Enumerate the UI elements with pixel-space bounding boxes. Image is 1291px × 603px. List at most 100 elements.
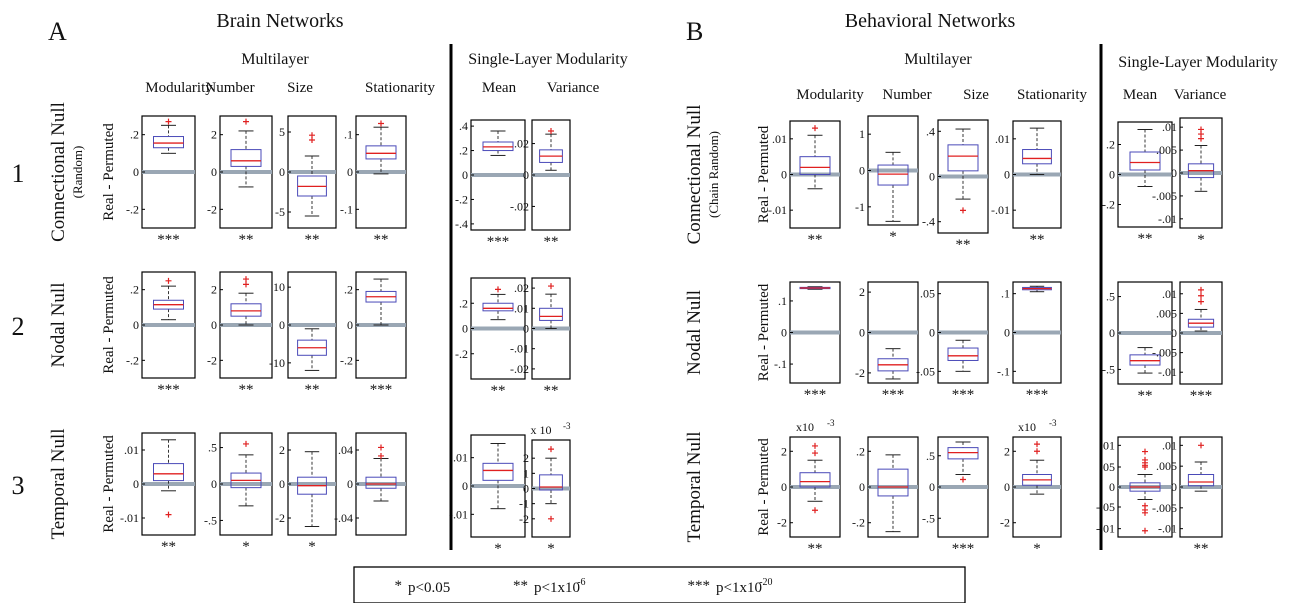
y-tick-label: 2 xyxy=(211,128,217,142)
y-tick-label: -.2 xyxy=(126,353,139,367)
boxplot-number: .2 0 -.2 xyxy=(852,436,919,538)
outlier-marker xyxy=(812,507,818,514)
y-tick-label: -2 xyxy=(207,353,217,367)
y-tick-label: .2 xyxy=(130,128,139,142)
y-tick-label: -2 xyxy=(275,511,285,525)
outlier-marker xyxy=(548,283,554,290)
boxplot-stationarity: .2 0 -.2 *** xyxy=(340,271,407,398)
y-tick-label: .01 xyxy=(1162,438,1177,452)
significance-stars: *** xyxy=(1026,387,1049,403)
y-tick-label: 0 xyxy=(211,477,217,491)
iqr-box xyxy=(230,303,262,317)
row-2: Nodal Null Real - Permuted .1 0 -.1 *** 2 0 -2 **… xyxy=(684,281,1223,404)
significance-stars: * xyxy=(242,539,250,555)
column-label-mean: Mean xyxy=(482,80,517,96)
column-label-size: Size xyxy=(287,80,313,96)
significance-stars: ** xyxy=(1138,388,1153,404)
row-label: Connectional Null xyxy=(48,102,69,242)
y-axis-label: Real - Permuted xyxy=(756,125,772,223)
figure-headers: A Brain Networks Multilayer Single-Layer… xyxy=(48,10,1278,71)
iqr-box xyxy=(1187,474,1215,487)
significance-stars: ** xyxy=(1194,541,1209,557)
y-tick-label: 0 xyxy=(1109,480,1115,494)
significance-stars: * xyxy=(1033,541,1041,557)
column-label-stationarity: Stationarity xyxy=(1017,87,1087,103)
outlier-marker xyxy=(1034,448,1040,455)
y-tick-label: 2 xyxy=(1004,444,1010,458)
axis-exponent: x10 xyxy=(796,420,814,434)
axis-exponent-sup: -3 xyxy=(827,418,835,428)
boxplot-variance: .01 .005 0 -.005 -.01 ** xyxy=(1152,436,1223,557)
row-number: 1 xyxy=(12,159,25,188)
y-tick-label: .1 xyxy=(344,128,353,142)
boxplot-size: 2 0 -2 * xyxy=(275,432,337,555)
y-tick-label: -.2 xyxy=(455,192,468,206)
row-3: 3 Temporal Null Real - Permuted .010-.01**.… xyxy=(12,421,571,557)
significance-stars: ** xyxy=(1030,232,1045,248)
outlier-marker xyxy=(378,120,384,127)
outlier-marker xyxy=(812,442,818,449)
boxplot-stationarity: .01 0 -.01 ** xyxy=(991,120,1062,248)
outlier-marker xyxy=(495,286,501,293)
y-tick-label: 0 xyxy=(781,168,787,182)
significance-stars: ** xyxy=(239,382,254,398)
row-sublabel: (Chain Random) xyxy=(706,131,721,218)
outlier-marker xyxy=(243,276,249,283)
row-sublabel: (Random) xyxy=(70,146,85,199)
y-tick-label: 0 xyxy=(859,326,865,340)
iqr-box xyxy=(230,149,262,167)
boxplot-modularity: .2 0 -.2 *** xyxy=(126,271,196,398)
y-tick-label: 0 xyxy=(133,318,139,332)
row-label: Nodal Null xyxy=(48,283,69,368)
column-label-number: Number xyxy=(882,87,931,103)
y-tick-label: 0 xyxy=(1004,326,1010,340)
y-tick-label: 5 xyxy=(279,125,285,139)
y-tick-label: 0 xyxy=(279,477,285,491)
y-tick-label: .4 xyxy=(926,124,935,138)
row-label: Connectional Null xyxy=(684,105,705,245)
y-tick-label: 0 xyxy=(859,164,865,178)
iqr-box xyxy=(153,463,184,482)
y-tick-label: .01 xyxy=(772,132,787,146)
significance-stars: ** xyxy=(544,234,559,250)
y-tick-label: 0 xyxy=(133,477,139,491)
boxplot-variance: 21 0-1-2 x 10 -3 * xyxy=(519,421,571,557)
y-tick-label: .1 xyxy=(1001,287,1010,301)
y-tick-label: -.01 xyxy=(1158,365,1177,379)
boxplot-modularity: 2 0 -2 x10 -3 ** xyxy=(777,418,841,557)
boxplot-modularity: .2 0 -.2 *** xyxy=(126,115,196,248)
legend-exponent: -20 xyxy=(759,577,772,588)
axis-exponent: x 10 xyxy=(531,423,552,437)
row-3: Temporal Null Real - Permuted 2 0 -2 x10 -3 **.… xyxy=(684,418,1223,557)
y-tick-label: .01 xyxy=(124,443,139,457)
significance-stars: * xyxy=(1197,232,1205,248)
significance-stars: ** xyxy=(1138,231,1153,247)
significance-stars: *** xyxy=(1190,388,1213,404)
significance-stars: ** xyxy=(956,237,971,253)
panel-b-multilayer-title: Multilayer xyxy=(904,51,972,68)
axis-exponent-sup: -3 xyxy=(1049,418,1057,428)
panel-b: Modularity Number Size Stationarity Mean Vari… xyxy=(684,87,1227,557)
y-tick-label: .01 xyxy=(995,132,1010,146)
significance-stars: ** xyxy=(305,232,320,248)
y-tick-label: 0 xyxy=(1171,166,1177,180)
y-tick-label: -.2 xyxy=(852,516,865,530)
iqr-box xyxy=(947,347,979,361)
y-tick-label: -10 xyxy=(269,356,285,370)
y-tick-label: 0 xyxy=(211,318,217,332)
legend-text: p<0.05 xyxy=(408,580,450,596)
significance-stars: ** xyxy=(239,232,254,248)
column-label-number: Number xyxy=(205,80,254,96)
y-tick-label: -.01 xyxy=(120,511,139,525)
significance-stars: ** xyxy=(544,383,559,399)
significance-stars: *** xyxy=(157,382,180,398)
y-tick-label: 0 xyxy=(1004,480,1010,494)
y-tick-label: -2 xyxy=(777,516,787,530)
outlier-marker xyxy=(243,281,249,288)
y-tick-label: -2 xyxy=(855,366,865,380)
row-label: Temporal Null xyxy=(48,428,69,539)
y-tick-label: -.05 xyxy=(916,364,935,378)
y-tick-label: -.01 xyxy=(991,203,1010,217)
legend-stars: * xyxy=(395,578,403,594)
